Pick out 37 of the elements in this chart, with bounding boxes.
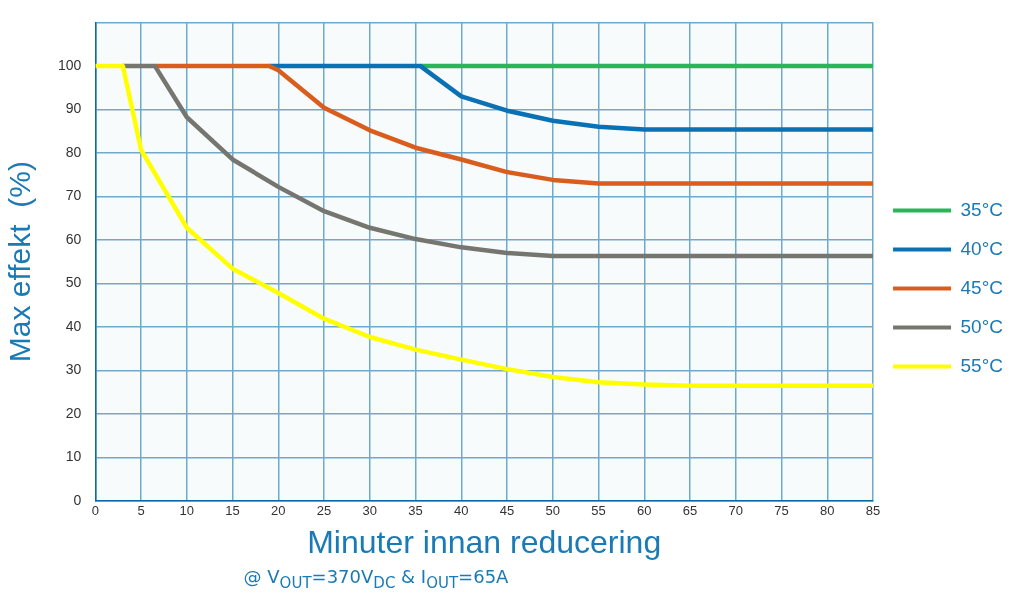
x-tick-label: 45	[499, 503, 515, 519]
legend-label: 40°C	[960, 237, 1003, 259]
x-tick-label: 75	[774, 503, 789, 519]
x-tick-label: 5	[137, 503, 145, 519]
x-tick-label: 60	[637, 503, 652, 519]
y-tick-label: 0	[73, 491, 82, 508]
y-tick-label: 60	[65, 230, 82, 247]
x-axis-title: Minuter innan reducering	[307, 523, 662, 560]
legend-label: 35°C	[960, 198, 1003, 220]
x-tick-label: 25	[316, 503, 332, 519]
y-tick-label: 50	[65, 274, 82, 291]
x-tick-label: 80	[820, 503, 835, 519]
x-tick-label: 65	[682, 503, 698, 519]
legend-label: 45°C	[960, 276, 1003, 298]
y-tick-label: 100	[58, 56, 82, 73]
y-tick-label: 10	[65, 448, 82, 465]
legend-label: 50°C	[960, 315, 1003, 337]
x-tick-label: 15	[225, 503, 240, 519]
x-tick-label: 35	[408, 503, 423, 519]
x-tick-label: 85	[865, 503, 881, 519]
x-tick-label: 30	[362, 503, 378, 519]
x-tick-label: 40	[454, 503, 469, 519]
y-tick-label: 70	[65, 187, 82, 204]
x-tick-label: 10	[179, 503, 195, 519]
x-tick-label: 50	[545, 503, 561, 519]
y-tick-label: 20	[65, 404, 82, 421]
y-axis-title: Max effekt (%)	[3, 161, 37, 363]
y-tick-label: 30	[65, 361, 82, 378]
x-tick-label: 0	[91, 503, 99, 519]
y-tick-label: 80	[65, 143, 82, 160]
x-tick-label: 20	[271, 503, 286, 519]
y-tick-label: 90	[65, 100, 82, 117]
x-tick-label: 70	[728, 503, 744, 519]
y-tick-label: 40	[65, 317, 82, 334]
text: @ V$_{OUT}$=370V$_{DC}$ & I$_{OUT}$=65A	[242, 566, 510, 592]
x-tick-label: 55	[591, 503, 606, 519]
legend-label: 55°C	[960, 354, 1003, 376]
